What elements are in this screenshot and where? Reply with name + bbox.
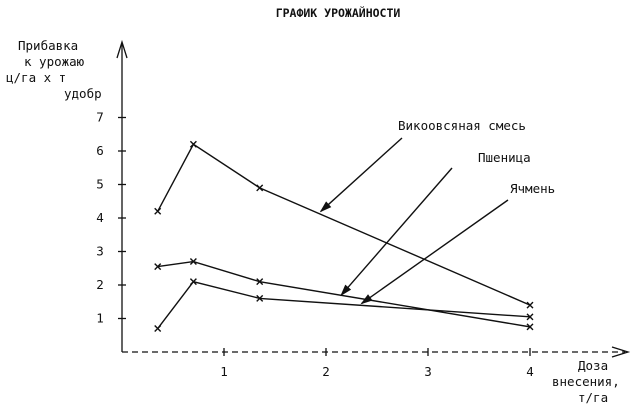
x-axis-label-line-1: Доза [578, 358, 608, 373]
x-tick-label-3: 3 [424, 364, 432, 379]
y-tick-label-2: 2 [96, 277, 104, 292]
series-0-point-0 [155, 208, 161, 214]
y-tick-label-3: 3 [96, 244, 104, 259]
chart-title: ГРАФИК УРОЖАЙНОСТИ [276, 5, 401, 20]
series-leader-2 [362, 200, 508, 303]
y-axis-label-line-1: Прибавка [18, 38, 78, 53]
series-leader-0 [321, 138, 402, 211]
y-tick-label-5: 5 [96, 177, 104, 192]
series-line-1 [158, 262, 530, 327]
axes [117, 42, 628, 357]
series-0-point-2 [257, 185, 263, 191]
series-callouts: Викоовсяная смесь Пшеница Ячмень [321, 118, 555, 303]
series-0-point-1 [190, 141, 196, 147]
x-axis-label-line-2: внесения, [552, 374, 620, 389]
y-axis-label-line-4: удобр [64, 86, 102, 101]
series-label-0: Викоовсяная смесь [398, 118, 526, 133]
series-0-point-3 [527, 302, 533, 308]
x-tick-label-2: 2 [322, 364, 330, 379]
series-lines [155, 141, 533, 331]
series-label-1: Пшеница [478, 150, 531, 165]
axis-ticks: 1 2 3 4 5 6 7 1 2 3 4 [96, 110, 534, 380]
y-tick-label-1: 1 [96, 311, 104, 326]
series-label-2: Ячмень [510, 181, 555, 196]
x-axis-label-line-3: т/га [578, 390, 608, 405]
y-tick-label-4: 4 [96, 210, 104, 225]
y-axis-label-line-2: к урожаю [24, 54, 85, 69]
x-tick-label-4: 4 [526, 364, 534, 379]
series-leader-1 [341, 168, 452, 295]
y-axis-label-line-3: ц/га х т [6, 70, 66, 85]
x-tick-label-1: 1 [220, 364, 228, 379]
series-2-point-0 [155, 326, 161, 332]
y-tick-label-7: 7 [96, 110, 104, 125]
y-tick-label-6: 6 [96, 143, 104, 158]
